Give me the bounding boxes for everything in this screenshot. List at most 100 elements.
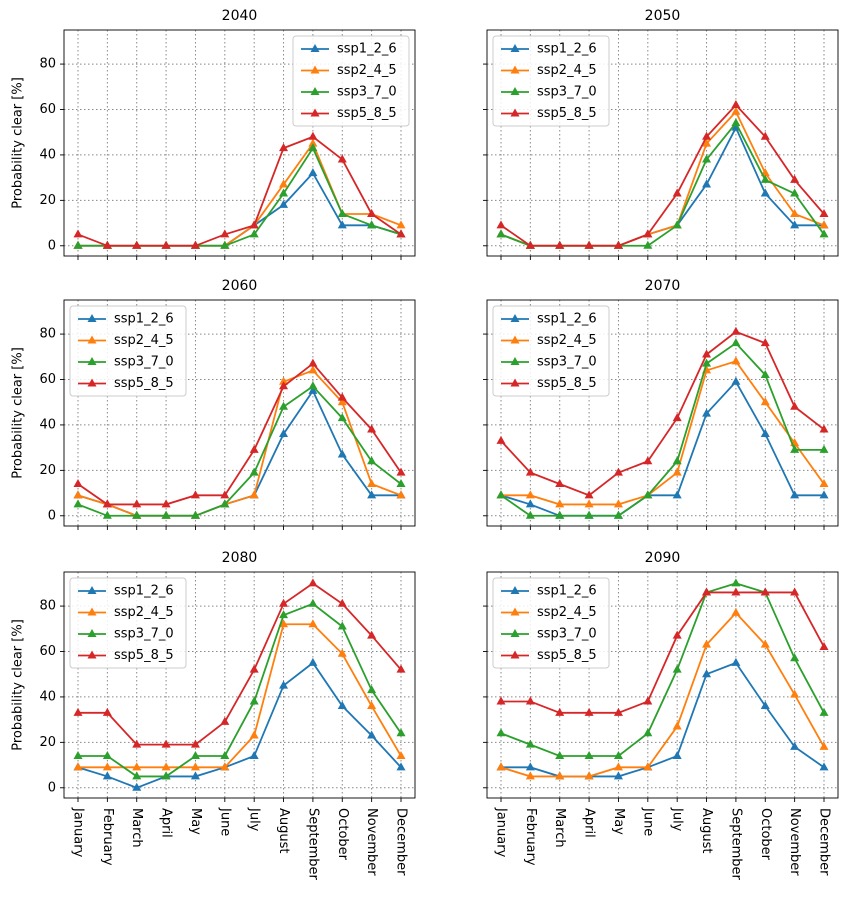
marker [132, 510, 142, 519]
marker [790, 587, 800, 596]
legend-label: ssp3_7_0 [537, 355, 597, 370]
marker [613, 762, 623, 771]
legend-marker [510, 65, 520, 74]
marker [367, 456, 377, 465]
y-axis-label: Probability clear [%] [11, 619, 26, 751]
x-tick-label: May [188, 808, 203, 835]
marker [161, 510, 171, 519]
legend-marker [510, 314, 520, 322]
y-tick-label: 80 [39, 57, 56, 72]
marker [308, 385, 318, 394]
legend-marker [510, 607, 520, 616]
marker [525, 762, 535, 771]
marker [702, 179, 712, 188]
marker [496, 762, 506, 771]
plot-frame [63, 299, 416, 527]
plot-frame [63, 571, 416, 799]
marker [613, 707, 623, 716]
legend-marker [87, 629, 97, 637]
marker [790, 220, 800, 229]
legend-label: ssp5_8_5 [114, 648, 174, 663]
marker [279, 429, 289, 438]
series-line [501, 591, 825, 714]
legend-label: ssp2_4_5 [114, 333, 174, 348]
x-tick-label: October [335, 808, 350, 861]
marker [584, 750, 594, 759]
legend-marker [510, 357, 520, 365]
marker [525, 490, 535, 499]
marker [731, 326, 741, 335]
y-tick-label: 20 [39, 463, 56, 478]
legend-label: ssp2_4_5 [537, 605, 597, 620]
marker [73, 762, 83, 771]
marker [731, 578, 741, 587]
marker [161, 762, 171, 771]
subplot: 2060 0 20 40 60 80 Probability clear [%] ssp1_2… [11, 278, 416, 530]
legend-label: ssp1_2_6 [537, 584, 597, 599]
y-axis-label: Probability clear [%] [11, 77, 26, 209]
y-tick-label: 40 [39, 689, 56, 704]
marker [249, 490, 259, 499]
marker [702, 669, 712, 678]
x-tick-label: November [787, 808, 802, 876]
marker [220, 750, 230, 759]
marker [672, 467, 682, 476]
marker [584, 240, 594, 249]
legend-marker [310, 44, 320, 52]
marker [190, 762, 200, 771]
marker [190, 750, 200, 759]
marker [396, 750, 406, 759]
marker [190, 771, 200, 780]
marker [760, 429, 770, 438]
marker [73, 240, 83, 249]
marker [702, 131, 712, 140]
marker [819, 741, 829, 750]
legend-marker [87, 335, 97, 344]
y-tick-label: 0 [48, 780, 56, 795]
legend-marker [87, 586, 97, 594]
marker [555, 771, 565, 780]
marker [337, 598, 347, 607]
marker [555, 240, 565, 249]
marker [367, 685, 377, 694]
marker [337, 449, 347, 458]
legend-label: ssp5_8_5 [537, 376, 597, 391]
marker [613, 750, 623, 759]
y-tick-label: 20 [39, 193, 56, 208]
marker [249, 444, 259, 453]
legend-box [492, 305, 610, 397]
subplot-title: 2090 [645, 550, 681, 566]
marker [584, 490, 594, 499]
legend-marker [510, 586, 520, 594]
marker [337, 392, 347, 401]
marker [279, 680, 289, 689]
marker [819, 762, 829, 771]
marker [613, 771, 623, 780]
subplot-title: 2050 [645, 8, 681, 24]
legend-box [492, 577, 610, 669]
legend-label: ssp3_7_0 [337, 85, 397, 100]
marker [396, 229, 406, 238]
marker [702, 639, 712, 648]
x-tick-label: February [523, 808, 538, 866]
y-tick-label: 60 [39, 102, 56, 117]
marker [584, 707, 594, 716]
marker [731, 99, 741, 108]
marker [496, 435, 506, 444]
marker [819, 641, 829, 650]
marker [555, 510, 565, 519]
marker [396, 762, 406, 771]
marker [132, 771, 142, 780]
marker [396, 467, 406, 476]
marker [760, 639, 770, 648]
y-tick-label: 40 [39, 147, 56, 162]
marker [308, 657, 318, 666]
marker [555, 478, 565, 487]
marker [496, 490, 506, 499]
marker [102, 499, 112, 508]
marker [161, 240, 171, 249]
marker [496, 696, 506, 705]
series-line [500, 103, 825, 247]
legend-marker [510, 44, 520, 52]
series-line [500, 582, 825, 757]
